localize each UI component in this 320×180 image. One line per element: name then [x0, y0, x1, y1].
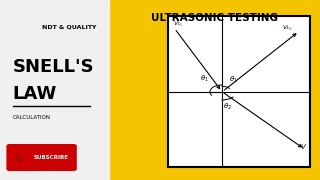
- Text: ULTRASONIC TESTING: ULTRASONIC TESTING: [151, 13, 278, 23]
- Bar: [109, 40, 320, 180]
- Text: $\theta_1$: $\theta_1$: [200, 74, 209, 84]
- Text: $V$: $V$: [300, 142, 308, 151]
- Text: $V_{L_1}$: $V_{L_1}$: [173, 19, 183, 29]
- Text: 🔔: 🔔: [17, 154, 21, 161]
- Text: NDT & QUALITY: NDT & QUALITY: [42, 24, 96, 30]
- Text: SUBSCRIBE: SUBSCRIBE: [34, 155, 69, 160]
- Bar: [0, 0, 109, 180]
- Text: $V_{L_{1^{\prime}}}$: $V_{L_{1^{\prime}}}$: [282, 24, 293, 33]
- Text: CALCULATION: CALCULATION: [13, 114, 51, 120]
- FancyBboxPatch shape: [6, 144, 77, 171]
- Text: LAW: LAW: [13, 85, 57, 103]
- Bar: [168, 16, 310, 167]
- Text: SNELL'S: SNELL'S: [13, 58, 94, 76]
- Text: $\theta_1$: $\theta_1$: [229, 75, 238, 85]
- Text: $\theta_2$: $\theta_2$: [223, 102, 232, 112]
- Bar: [109, 0, 320, 40]
